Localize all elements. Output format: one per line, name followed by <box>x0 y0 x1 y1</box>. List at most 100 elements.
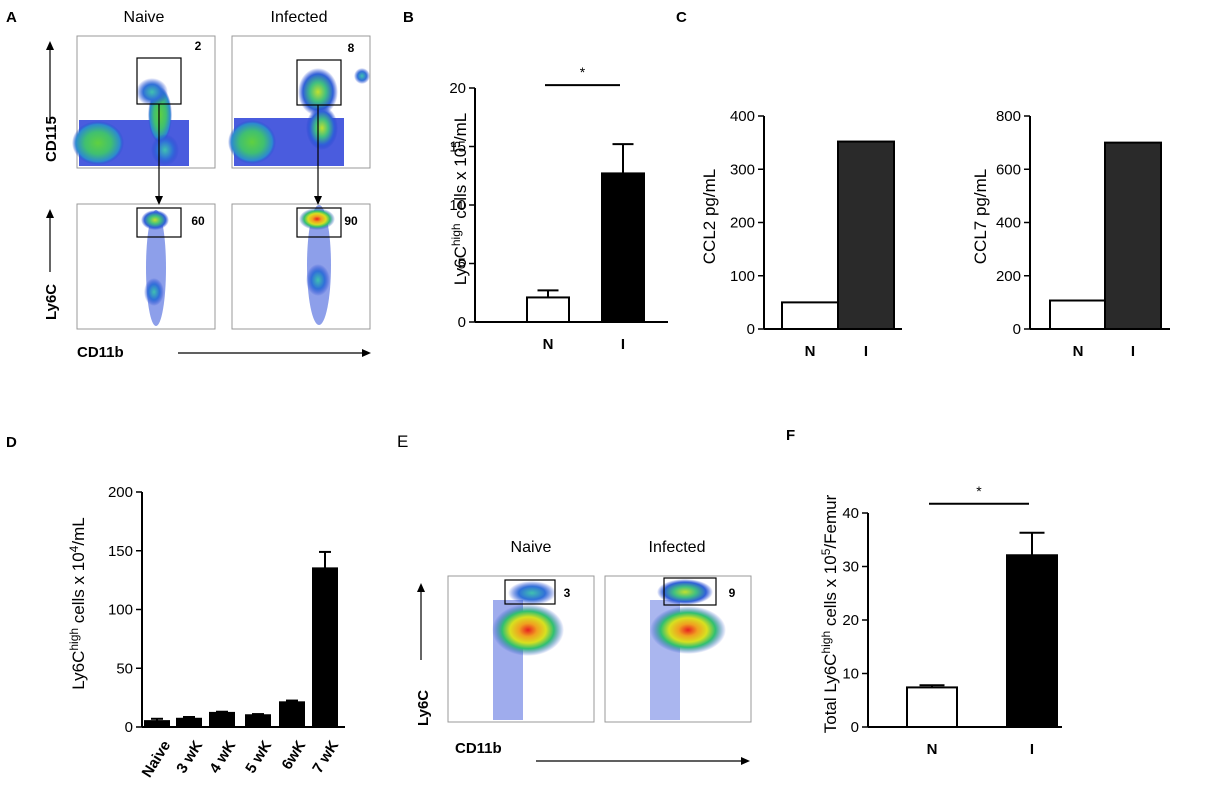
axis-arrowhead-a-cd11b <box>362 349 371 357</box>
chart-d: 0 50 100 150 200 Ly6Chigh cells x 104/mL Naive… <box>67 484 345 781</box>
category-label: N <box>805 343 816 360</box>
y-axis-label-B: Ly6Chigh cells x 105/mL <box>449 113 470 285</box>
category-label: I <box>1030 741 1034 758</box>
chart-c-ccl7: 0 200 400 600 800 CCL7 pg/mL N I <box>971 108 1170 360</box>
bar-6wk <box>279 701 305 729</box>
category-label: I <box>1131 343 1135 360</box>
bar-4-wk <box>209 711 235 729</box>
axis-arrowhead-a-ly6c <box>46 209 54 218</box>
axis-arrowhead-e-ly6c <box>417 583 425 592</box>
gate-e-naive-value: 3 <box>564 586 571 600</box>
y-tick-label: 600 <box>996 161 1021 178</box>
y-tick-label: 400 <box>996 215 1021 232</box>
gate-e-infected-value: 9 <box>729 586 736 600</box>
y-tick-label: 20 <box>842 612 859 629</box>
gate-a-bottom-infected-value: 90 <box>344 214 358 228</box>
axis-arrowhead-a-cd115 <box>46 41 54 50</box>
chart-c-ccl2: 0 100 200 300 400 CCL2 pg/mL N I <box>700 108 902 360</box>
density-a-bottom-naive <box>141 210 169 326</box>
y-axis-label-F: Total Ly6Chigh cells x 105/Femur <box>819 494 840 733</box>
axis-label-a-cd11b: CD11b <box>77 344 124 361</box>
y-tick-label: 0 <box>747 321 755 338</box>
y-tick-label: 15 <box>449 139 466 156</box>
category-label: 4 wK <box>206 737 239 776</box>
category-label: N <box>543 336 554 353</box>
y-tick-label: 10 <box>449 197 466 214</box>
y-tick-label: 200 <box>996 268 1021 285</box>
category-label: 6wK <box>278 737 309 772</box>
arrowhead-a-infected <box>314 196 322 205</box>
y-tick-label: 50 <box>116 660 133 677</box>
category-label: 3 wK <box>173 737 206 776</box>
panel-a-flow: Naive Infected 2 8 <box>43 9 371 361</box>
category-label: I <box>621 336 625 353</box>
gate-a-bottom-naive-value: 60 <box>191 214 205 228</box>
panel-e-flow: Naive Infected 3 9 Ly6C CD11b <box>415 539 752 765</box>
y-tick-label: 100 <box>730 268 755 285</box>
y-tick-label: 5 <box>458 256 466 273</box>
panel-label-e: E <box>397 432 408 451</box>
bar-i <box>1006 554 1058 729</box>
panel-label-c: C <box>676 9 687 26</box>
category-label: N <box>1073 343 1084 360</box>
gate-a-top-infected-value: 8 <box>348 41 355 55</box>
category-label: Naive <box>139 738 175 781</box>
bar-n <box>781 301 839 330</box>
density-e-naive <box>492 581 564 720</box>
bar-i <box>837 140 895 330</box>
bar-n <box>1049 299 1107 331</box>
y-tick-label: 150 <box>108 543 133 560</box>
panel-a-infected-title: Infected <box>271 9 328 26</box>
y-tick-label: 10 <box>842 666 859 683</box>
bar-5-wk <box>245 714 271 728</box>
y-tick-label: 800 <box>996 108 1021 125</box>
category-label: N <box>927 741 938 758</box>
y-tick-label: 200 <box>108 484 133 501</box>
panel-label-f: F <box>786 427 795 444</box>
y-tick-label: 300 <box>730 161 755 178</box>
axis-arrowhead-e-cd11b <box>741 757 750 765</box>
gate-a-bottom-infected <box>296 207 342 238</box>
y-tick-label: 0 <box>1013 321 1021 338</box>
gate-a-top-infected <box>296 59 342 106</box>
y-axis-label-C2: CCL7 pg/mL <box>971 169 990 264</box>
bar-n <box>526 296 570 323</box>
panel-e-infected-title: Infected <box>649 539 706 556</box>
category-label: I <box>864 343 868 360</box>
gate-e-naive <box>504 579 556 605</box>
bar-7-wk <box>312 567 338 728</box>
axis-label-a-cd115: CD115 <box>43 116 60 162</box>
density-a-bottom-infected <box>299 205 335 325</box>
axis-label-a-ly6c: Ly6C <box>43 284 60 320</box>
arrowhead-a-naive <box>155 196 163 205</box>
axis-label-e-cd11b: CD11b <box>455 740 502 757</box>
panel-label-b: B <box>403 9 414 26</box>
panel-label-d: D <box>6 434 17 451</box>
y-tick-label: 200 <box>730 215 755 232</box>
y-tick-label: 0 <box>851 719 859 736</box>
y-tick-label: 0 <box>458 314 466 331</box>
panel-a-naive-title: Naive <box>124 9 165 26</box>
panel-label-a: A <box>6 9 17 26</box>
bar-i <box>601 172 645 323</box>
y-tick-label: 20 <box>449 80 466 97</box>
y-tick-label: 40 <box>842 505 859 522</box>
y-tick-label: 100 <box>108 602 133 619</box>
axis-label-e-ly6c: Ly6C <box>415 690 432 726</box>
bar-naive <box>144 720 170 728</box>
significance-star: * <box>580 64 586 80</box>
bar-n <box>906 686 958 728</box>
panel-e-naive-title: Naive <box>511 539 552 556</box>
gate-a-top-naive-value: 2 <box>195 39 202 53</box>
density-a-top-naive <box>72 78 189 166</box>
category-label: 5 wK <box>242 737 275 776</box>
density-e-infected <box>650 579 726 720</box>
y-tick-label: 30 <box>842 559 859 576</box>
y-axis-label-C1: CCL2 pg/mL <box>700 169 719 264</box>
bar-3-wk <box>176 717 202 729</box>
bar-i <box>1104 141 1162 330</box>
significance-star: * <box>976 483 982 499</box>
